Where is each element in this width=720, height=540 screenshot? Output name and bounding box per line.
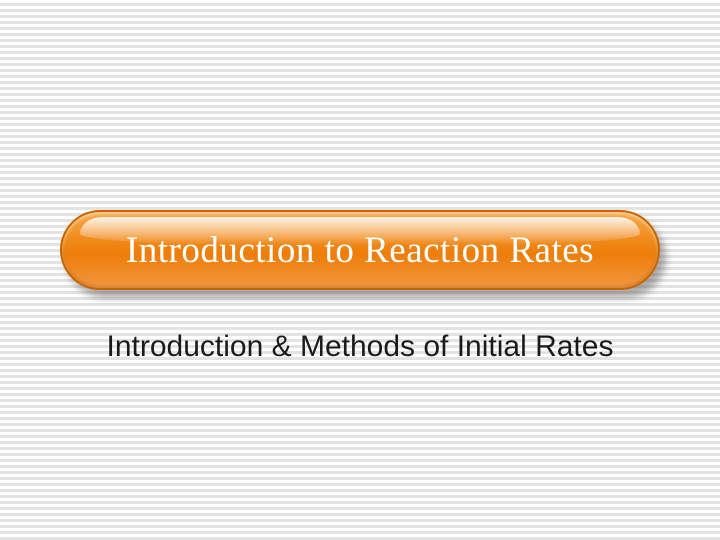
slide-title: Introduction to Reaction Rates xyxy=(126,229,594,272)
slide-content: Introduction to Reaction Rates Introduct… xyxy=(0,0,720,540)
slide-subtitle: Introduction & Methods of Initial Rates xyxy=(90,328,630,366)
title-pill: Introduction to Reaction Rates xyxy=(60,210,660,290)
